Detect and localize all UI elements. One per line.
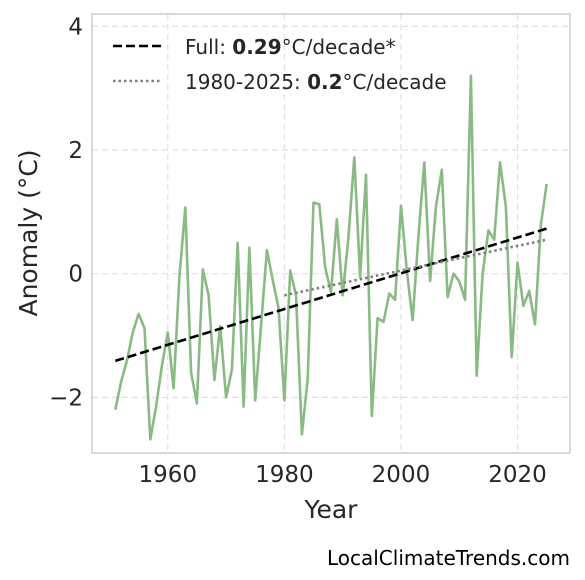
legend: Full: 0.29°C/decade* 1980-2025: 0.2°C/dec… <box>113 35 447 94</box>
y-tick-label: 4 <box>68 14 83 40</box>
legend-label: 1980-2025: 0.2°C/decade <box>185 70 447 94</box>
full-trend-line <box>114 227 548 363</box>
recent-trend-line <box>284 238 547 297</box>
watermark: LocalClimateTrends.com <box>326 546 570 570</box>
y-tick-label: 0 <box>68 262 83 288</box>
anomaly-series-line <box>114 74 548 441</box>
x-axis-title: Year <box>304 495 359 524</box>
plot-frame <box>91 13 571 454</box>
y-tick-label: 2 <box>68 138 83 164</box>
y-axis-title: Anomaly (°C) <box>14 149 43 316</box>
x-tick-label: 1980 <box>255 462 314 488</box>
series-layer <box>114 74 548 441</box>
legend-label: Full: 0.29°C/decade* <box>185 35 396 59</box>
x-tick-label: 1960 <box>139 462 198 488</box>
y-tick-label: −2 <box>49 385 83 411</box>
x-tick-label: 2020 <box>488 462 547 488</box>
x-tick-label: 2000 <box>372 462 431 488</box>
x-axis-ticks: 1960 1980 2000 2020 <box>139 462 547 488</box>
y-axis-ticks: 4 2 0 −2 <box>49 14 83 411</box>
